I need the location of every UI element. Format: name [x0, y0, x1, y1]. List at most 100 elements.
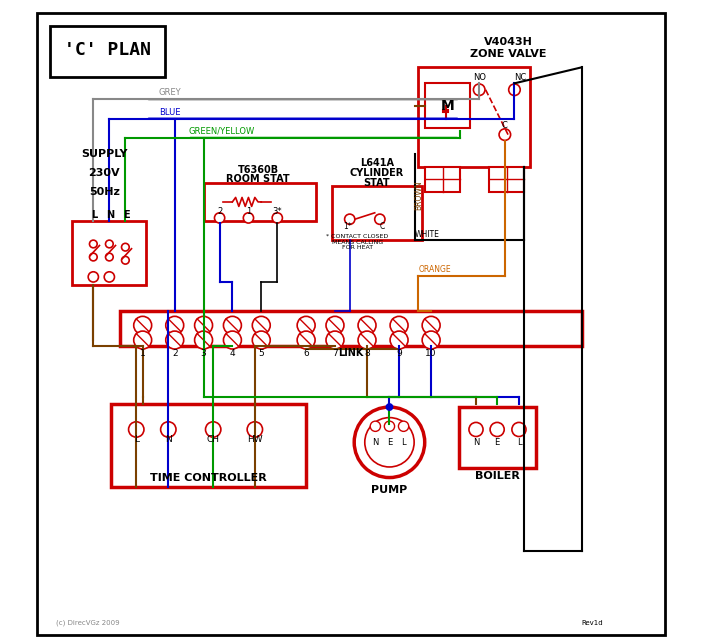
- Circle shape: [375, 214, 385, 224]
- Text: ORANGE: ORANGE: [418, 265, 451, 274]
- Circle shape: [297, 331, 315, 349]
- Text: V4043H: V4043H: [484, 37, 533, 47]
- FancyBboxPatch shape: [332, 186, 421, 240]
- FancyBboxPatch shape: [489, 167, 524, 192]
- Text: M: M: [440, 99, 454, 113]
- FancyBboxPatch shape: [204, 183, 316, 221]
- Text: L641A: L641A: [359, 158, 394, 169]
- Circle shape: [469, 422, 483, 437]
- Circle shape: [326, 331, 344, 349]
- Text: 'C' PLAN: 'C' PLAN: [64, 41, 151, 59]
- Text: Rev1d: Rev1d: [582, 620, 604, 626]
- Text: 3*: 3*: [272, 207, 282, 216]
- Circle shape: [399, 421, 409, 431]
- Text: L: L: [91, 210, 98, 220]
- FancyBboxPatch shape: [120, 311, 582, 346]
- Text: 230V: 230V: [88, 168, 120, 178]
- Text: ROOM STAT: ROOM STAT: [226, 174, 290, 185]
- Text: PUMP: PUMP: [371, 485, 408, 495]
- Circle shape: [206, 422, 221, 437]
- Text: 4: 4: [230, 349, 235, 358]
- Circle shape: [194, 316, 213, 335]
- Text: MEANS CALLING: MEANS CALLING: [332, 240, 383, 245]
- Text: 1: 1: [246, 207, 251, 216]
- Circle shape: [166, 316, 184, 335]
- Circle shape: [297, 316, 315, 335]
- Text: NO: NO: [472, 73, 486, 82]
- Text: E: E: [387, 438, 392, 447]
- Text: 8: 8: [364, 349, 370, 358]
- Circle shape: [252, 331, 270, 349]
- FancyBboxPatch shape: [50, 26, 165, 77]
- Text: BOILER: BOILER: [475, 470, 519, 481]
- Text: TIME CONTROLLER: TIME CONTROLLER: [150, 472, 267, 483]
- Text: WHITE: WHITE: [415, 230, 440, 239]
- Text: 7: 7: [332, 349, 338, 358]
- Text: 6: 6: [303, 349, 309, 358]
- Text: SUPPLY: SUPPLY: [81, 149, 128, 159]
- FancyBboxPatch shape: [37, 13, 665, 635]
- Circle shape: [386, 404, 392, 410]
- Text: NC: NC: [515, 73, 526, 82]
- Text: BLUE: BLUE: [159, 108, 180, 117]
- Circle shape: [355, 407, 425, 478]
- Circle shape: [365, 418, 414, 467]
- Circle shape: [499, 129, 510, 140]
- FancyBboxPatch shape: [425, 167, 460, 192]
- Circle shape: [370, 421, 380, 431]
- Text: 1*: 1*: [343, 222, 352, 231]
- Text: C: C: [502, 121, 508, 130]
- Circle shape: [358, 316, 376, 335]
- Text: N: N: [107, 210, 114, 220]
- Circle shape: [128, 422, 144, 437]
- Text: 9: 9: [396, 349, 402, 358]
- Circle shape: [358, 331, 376, 349]
- Circle shape: [133, 316, 152, 335]
- Text: GREY: GREY: [159, 88, 181, 97]
- Circle shape: [422, 316, 440, 335]
- Circle shape: [252, 316, 270, 335]
- Circle shape: [509, 84, 520, 96]
- Text: 3: 3: [201, 349, 206, 358]
- Text: 5: 5: [258, 349, 264, 358]
- Circle shape: [104, 272, 114, 282]
- Circle shape: [390, 316, 408, 335]
- Text: L: L: [134, 435, 139, 444]
- Text: HW: HW: [247, 435, 263, 444]
- Circle shape: [326, 316, 344, 335]
- Circle shape: [272, 213, 282, 223]
- Circle shape: [121, 256, 129, 264]
- Circle shape: [223, 331, 241, 349]
- Circle shape: [345, 214, 355, 224]
- Text: 2: 2: [172, 349, 178, 358]
- Circle shape: [422, 331, 440, 349]
- Text: E: E: [124, 210, 130, 220]
- Circle shape: [223, 316, 241, 335]
- Text: * CONTACT CLOSED: * CONTACT CLOSED: [326, 235, 388, 240]
- Text: (c) DirecVGz 2009: (c) DirecVGz 2009: [56, 620, 120, 626]
- Circle shape: [166, 331, 184, 349]
- Text: 50Hz: 50Hz: [88, 187, 119, 197]
- Text: CH: CH: [206, 435, 220, 444]
- Circle shape: [89, 240, 97, 248]
- Text: CYLINDER: CYLINDER: [350, 168, 404, 178]
- Text: 1: 1: [140, 349, 145, 358]
- Circle shape: [512, 422, 526, 437]
- FancyBboxPatch shape: [72, 221, 146, 285]
- FancyBboxPatch shape: [458, 407, 536, 468]
- Circle shape: [473, 84, 485, 96]
- Circle shape: [133, 331, 152, 349]
- Text: L: L: [517, 438, 522, 447]
- Circle shape: [121, 244, 129, 251]
- Circle shape: [490, 422, 504, 437]
- Text: N: N: [372, 438, 378, 447]
- Text: GREEN/YELLOW: GREEN/YELLOW: [189, 127, 255, 136]
- Text: N: N: [473, 438, 479, 447]
- FancyBboxPatch shape: [425, 83, 470, 128]
- FancyBboxPatch shape: [418, 67, 531, 167]
- Text: LINK: LINK: [338, 348, 364, 358]
- Circle shape: [247, 422, 263, 437]
- Text: ZONE VALVE: ZONE VALVE: [470, 49, 546, 60]
- Text: L: L: [402, 438, 406, 447]
- Circle shape: [105, 253, 113, 261]
